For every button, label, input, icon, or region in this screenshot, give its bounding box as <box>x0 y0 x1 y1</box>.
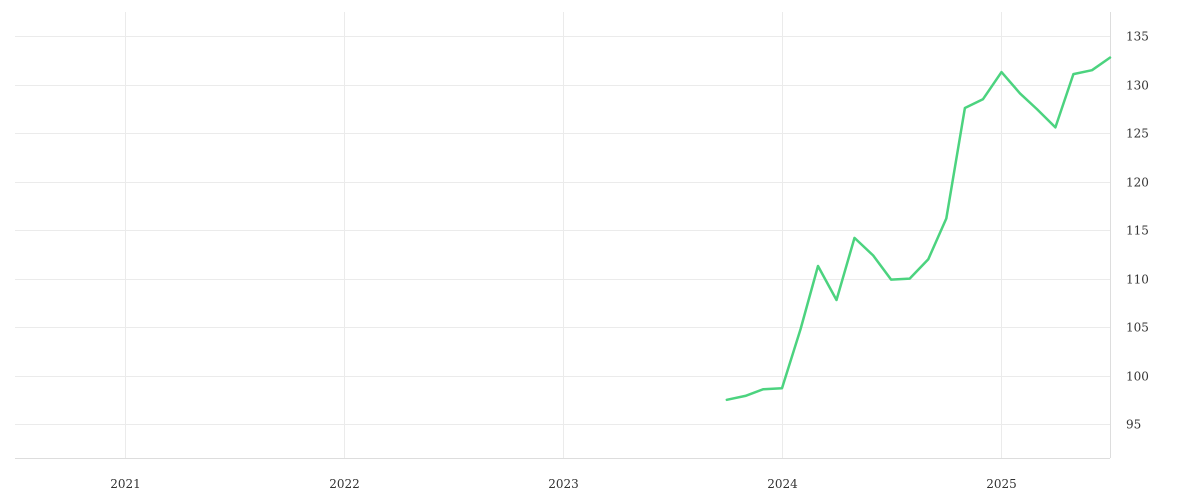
tick-labels: 95 100 105 110 115 120 125 130 135 2021 2022 2023 20… <box>110 30 1149 492</box>
x-tick-label: 2021 <box>110 477 141 491</box>
y-tick-label: 135 <box>1126 30 1149 44</box>
y-tick-label: 105 <box>1126 321 1149 335</box>
y-tick-label: 120 <box>1126 176 1149 190</box>
y-tick-label: 110 <box>1126 273 1149 287</box>
y-tick-label: 95 <box>1126 418 1141 432</box>
y-tick-label: 115 <box>1126 224 1149 238</box>
x-tick-label: 2024 <box>767 477 798 491</box>
y-tick-label: 130 <box>1126 79 1149 93</box>
y-tick-label: 125 <box>1126 127 1149 141</box>
x-tick-label: 2022 <box>329 477 360 491</box>
x-tick-label: 2025 <box>986 477 1017 491</box>
series-line <box>725 56 1112 402</box>
series-layer <box>725 56 1112 402</box>
x-tick-label: 2023 <box>548 477 579 491</box>
axes <box>15 12 1111 459</box>
y-tick-label: 100 <box>1126 370 1149 384</box>
grid <box>15 12 1110 458</box>
